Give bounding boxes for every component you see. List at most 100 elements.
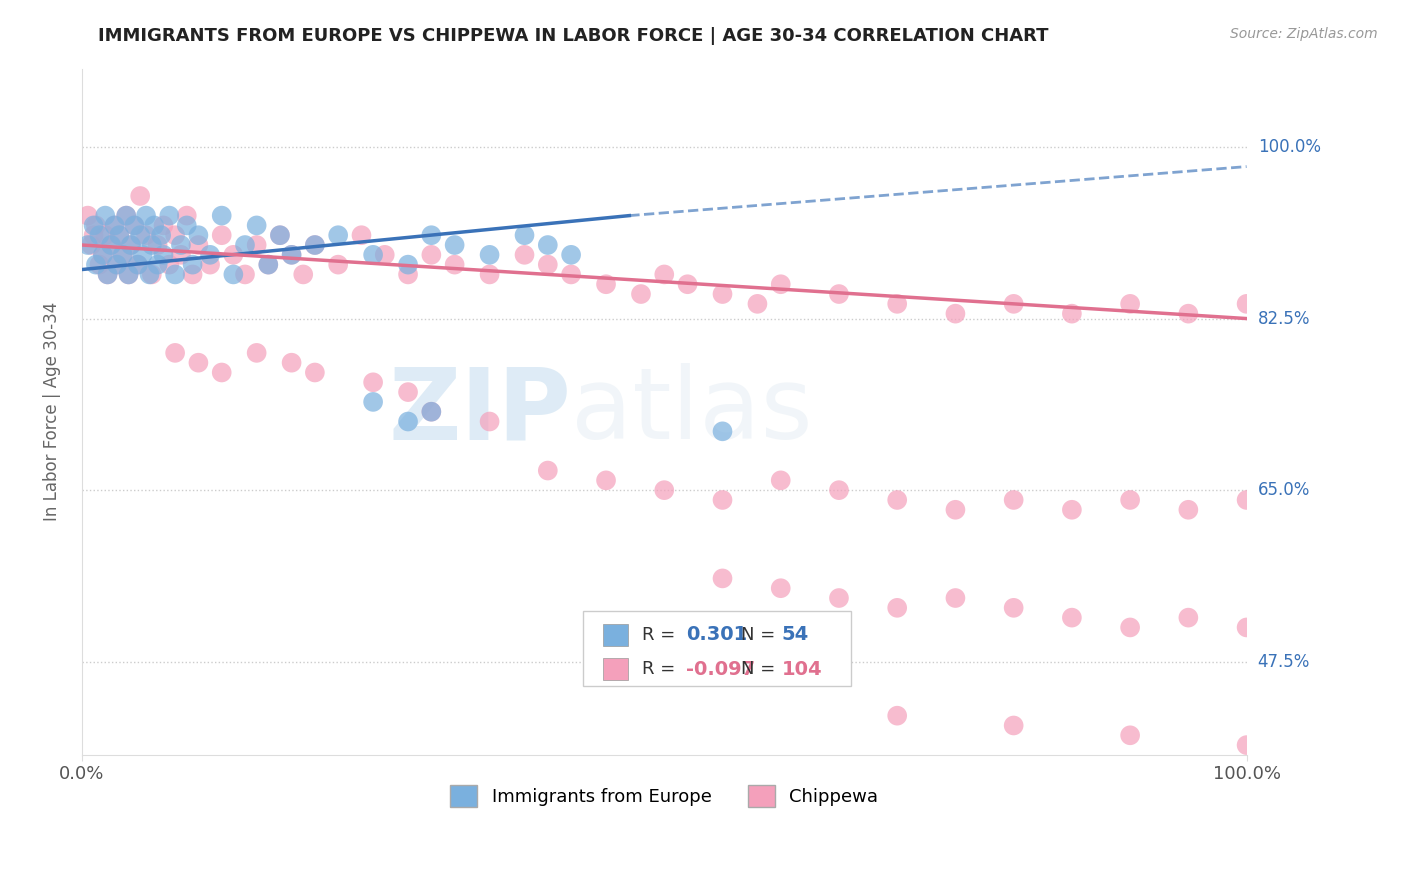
Point [1060,502,1083,516]
Point [105,258,128,272]
Point [1119,620,1142,634]
Text: 100.0%: 100.0% [1258,138,1320,156]
Text: ZIP: ZIP [388,363,571,460]
Point [361,248,384,262]
Point [1236,297,1258,311]
Text: 0.301: 0.301 [686,625,748,644]
Point [1119,297,1142,311]
Point [711,492,734,507]
Point [97,268,120,282]
Point [769,581,792,595]
Point [222,268,245,282]
Text: 65.0%: 65.0% [1258,481,1310,500]
Point [233,238,256,252]
Point [152,248,174,262]
Text: R =: R = [643,626,681,644]
Point [152,219,174,233]
Point [361,395,384,409]
Point [198,248,221,262]
Point [652,483,675,498]
Point [105,258,128,272]
Text: 104: 104 [782,659,823,679]
Point [945,307,967,321]
Point [83,228,105,243]
Point [443,238,465,252]
Point [396,385,419,400]
Point [120,238,142,252]
Point [1236,492,1258,507]
Point [280,248,302,262]
Text: R =: R = [643,660,681,678]
Point [146,238,169,252]
Point [91,248,114,262]
Text: 47.5%: 47.5% [1258,653,1310,671]
Point [246,219,269,233]
Point [129,189,152,203]
Point [129,228,152,243]
Text: N =: N = [741,660,782,678]
Point [1060,610,1083,624]
Point [165,268,187,282]
Point [176,219,198,233]
Point [1236,620,1258,634]
Point [117,268,139,282]
Point [1177,307,1199,321]
Point [246,346,269,360]
Point [304,238,326,252]
Point [350,228,373,243]
Y-axis label: In Labor Force | Age 30-34: In Labor Force | Age 30-34 [44,302,60,521]
Point [131,248,153,262]
Text: -0.097: -0.097 [686,659,755,679]
Point [108,228,131,243]
Point [304,366,326,380]
Point [127,258,149,272]
Point [103,219,125,233]
Point [157,209,180,223]
Point [630,287,652,301]
Point [595,277,617,292]
Point [138,268,160,282]
Point [100,238,122,252]
Point [652,268,675,282]
Point [141,268,163,282]
Point [292,268,315,282]
Point [135,228,157,243]
Point [537,464,560,478]
Text: 82.5%: 82.5% [1258,310,1310,327]
Legend: Immigrants from Europe, Chippewa: Immigrants from Europe, Chippewa [443,778,886,814]
Point [595,474,617,488]
Point [396,268,419,282]
Point [420,228,443,243]
Point [886,297,908,311]
Point [537,258,560,272]
Point [280,356,302,370]
Point [478,415,501,429]
Point [269,228,291,243]
Point [181,268,204,282]
Point [513,228,536,243]
Point [124,219,146,233]
Point [886,492,908,507]
Text: atlas: atlas [571,363,813,460]
Point [513,248,536,262]
Point [89,258,111,272]
Point [1236,738,1258,752]
Point [1177,610,1199,624]
Point [560,268,582,282]
Point [84,258,107,272]
Point [420,248,443,262]
Point [374,248,396,262]
Point [187,228,209,243]
Point [124,219,146,233]
Point [246,238,269,252]
Point [103,219,125,233]
Point [181,258,204,272]
Point [222,248,245,262]
Point [945,502,967,516]
Text: IMMIGRANTS FROM EUROPE VS CHIPPEWA IN LABOR FORCE | AGE 30-34 CORRELATION CHART: IMMIGRANTS FROM EUROPE VS CHIPPEWA IN LA… [98,27,1049,45]
Point [89,228,111,243]
Point [420,405,443,419]
Text: 54: 54 [782,625,808,644]
Point [84,219,107,233]
Point [560,248,582,262]
